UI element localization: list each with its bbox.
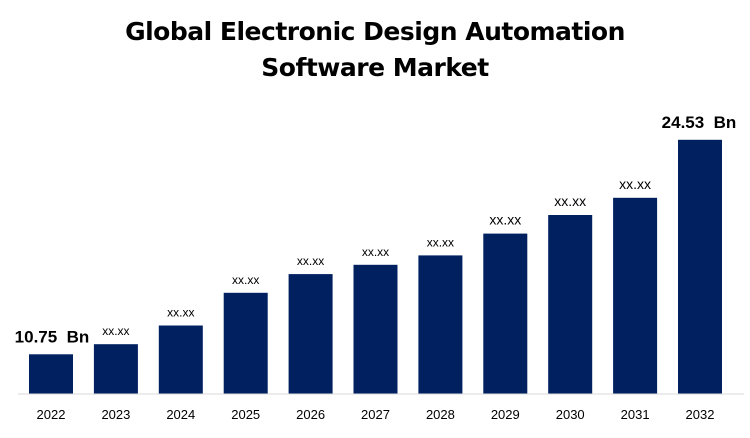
data-label-2028: xx.xx	[427, 235, 454, 249]
bar-2032	[678, 139, 722, 394]
bar-2029	[483, 233, 528, 394]
chart-title: Global Electronic Design Automation Soft…	[0, 14, 750, 86]
x-tick-label-2029: 2029	[491, 407, 520, 422]
bar-2030	[548, 215, 593, 394]
bar-2025	[223, 292, 268, 394]
x-tick-label-2023: 2023	[101, 407, 130, 422]
bar-2027	[353, 264, 398, 394]
bar-2022	[29, 354, 73, 394]
data-label-2026: xx.xx	[297, 254, 324, 268]
x-tick-label-2027: 2027	[361, 407, 390, 422]
data-label-2029: xx.xx	[489, 212, 521, 228]
chart-title-line-1: Global Electronic Design Automation	[125, 17, 625, 46]
bar-2024	[158, 325, 203, 394]
x-tick-label-2024: 2024	[166, 407, 195, 422]
data-label-2027: xx.xx	[362, 245, 389, 259]
x-tick-label-group: 2022 2023 2024 2025 2026 2027 2028 2029 2030 2031…	[37, 407, 715, 422]
x-tick-label-2022: 2022	[37, 407, 66, 422]
x-tick-label-2025: 2025	[231, 407, 260, 422]
bar-2028	[418, 255, 463, 394]
data-label-2022: 10.75 Bn	[15, 327, 90, 346]
data-label-2024: xx.xx	[167, 306, 194, 320]
bar-2026	[288, 274, 333, 394]
data-label-2030: xx.xx	[554, 193, 586, 209]
x-tick-label-2026: 2026	[296, 407, 325, 422]
bar-2023	[93, 344, 138, 394]
x-tick-label-2032: 2032	[686, 407, 715, 422]
data-label-2023: xx.xx	[102, 324, 129, 338]
x-tick-label-2031: 2031	[621, 407, 650, 422]
data-label-2032: 24.53 Bn	[662, 113, 737, 132]
data-label-2031: xx.xx	[619, 176, 651, 192]
bar-2031	[613, 197, 658, 394]
chart-title-line-2: Software Market	[261, 53, 489, 82]
x-tick-label-2028: 2028	[426, 407, 455, 422]
x-tick-label-2030: 2030	[556, 407, 585, 422]
data-label-2025: xx.xx	[232, 273, 259, 287]
bar-group	[29, 139, 722, 394]
data-label-group: 10.75 Bn xx.xx xx.xx xx.xx xx.xx xx.xx xx.xx xx…	[15, 113, 737, 346]
